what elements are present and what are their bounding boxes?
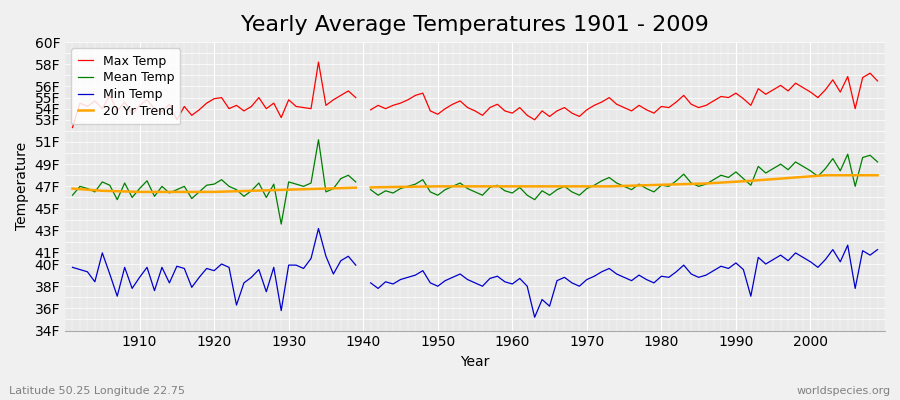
Mean Temp (872, 160, 883, 164)
Min Temp (127, 286, 138, 291)
Mean Temp (514, 185, 525, 190)
Line: Min Temp: Min Temp (73, 228, 878, 317)
Mean Temp (127, 195, 138, 200)
Mean Temp (68, 193, 78, 198)
Max Temp (507, 111, 517, 116)
Min Temp (336, 258, 346, 263)
Min Temp (507, 282, 517, 286)
Min Temp (291, 263, 302, 268)
Mean Temp (604, 175, 615, 180)
Mean Temp (507, 191, 517, 196)
Max Temp (514, 105, 525, 110)
20 Yr Trend (127, 189, 138, 194)
Title: Yearly Average Temperatures 1901 - 2009: Yearly Average Temperatures 1901 - 2009 (241, 15, 709, 35)
20 Yr Trend (872, 173, 883, 178)
20 Yr Trend (514, 184, 525, 189)
Mean Temp (291, 182, 302, 186)
Max Temp (291, 104, 302, 109)
Line: Mean Temp: Mean Temp (73, 140, 878, 224)
Min Temp (604, 266, 615, 271)
Max Temp (604, 95, 615, 100)
Min Temp (68, 265, 78, 270)
20 Yr Trend (291, 187, 302, 192)
Line: 20 Yr Trend: 20 Yr Trend (73, 175, 878, 192)
X-axis label: Year: Year (460, 355, 490, 369)
20 Yr Trend (507, 184, 517, 189)
Min Temp (872, 247, 883, 252)
Max Temp (336, 93, 346, 98)
Text: Latitude 50.25 Longitude 22.75: Latitude 50.25 Longitude 22.75 (9, 386, 185, 396)
Legend: Max Temp, Mean Temp, Min Temp, 20 Yr Trend: Max Temp, Mean Temp, Min Temp, 20 Yr Tre… (71, 48, 180, 124)
Y-axis label: Temperature: Temperature (15, 142, 29, 230)
Min Temp (514, 276, 525, 281)
Line: Max Temp: Max Temp (73, 62, 878, 128)
20 Yr Trend (604, 184, 615, 189)
Text: worldspecies.org: worldspecies.org (796, 386, 891, 396)
Max Temp (127, 112, 138, 117)
20 Yr Trend (336, 186, 346, 190)
Mean Temp (336, 176, 346, 181)
20 Yr Trend (68, 186, 78, 191)
Max Temp (68, 125, 78, 130)
Max Temp (872, 78, 883, 83)
